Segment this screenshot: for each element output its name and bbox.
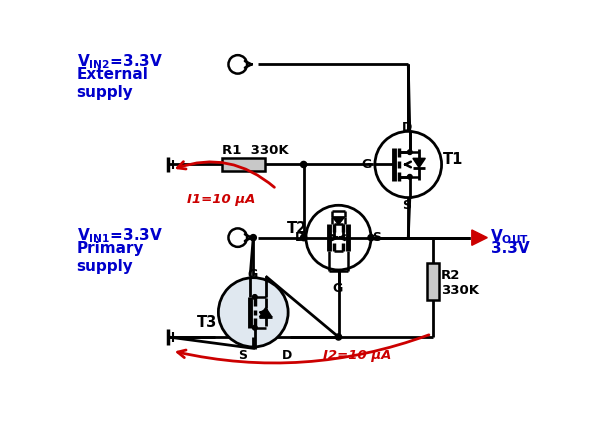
Text: $\mathbf{V_{IN2}}$=3.3V: $\mathbf{V_{IN2}}$=3.3V [77,52,163,71]
Text: D: D [295,232,305,245]
Text: I2=10 μA: I2=10 μA [323,349,391,362]
Text: $\mathbf{V_{IN1}}$=3.3V: $\mathbf{V_{IN1}}$=3.3V [77,226,163,245]
Text: G: G [247,269,257,281]
Circle shape [253,325,257,330]
FancyArrowPatch shape [178,335,429,363]
Text: G: G [332,282,343,295]
Circle shape [301,161,307,168]
Circle shape [335,334,341,340]
Text: R2
330K: R2 330K [441,269,479,297]
Text: $\mathbf{V_{OUT}}$: $\mathbf{V_{OUT}}$ [490,228,529,246]
Text: T3: T3 [197,315,217,330]
FancyArrowPatch shape [178,162,274,187]
Polygon shape [472,230,487,245]
Circle shape [368,234,374,241]
Circle shape [301,234,307,241]
Text: D: D [402,120,412,133]
Text: G: G [361,158,371,171]
Text: T2: T2 [287,221,308,236]
Circle shape [250,234,256,241]
Bar [427,263,439,300]
Polygon shape [413,158,425,168]
Circle shape [218,278,288,347]
Text: R1  330K: R1 330K [222,144,289,157]
Text: S: S [238,349,247,362]
Text: D: D [282,349,292,362]
Circle shape [407,150,412,155]
Circle shape [253,295,257,299]
Text: S: S [373,232,382,245]
Polygon shape [332,217,344,224]
Text: 3.3V: 3.3V [491,242,530,256]
Text: Primary
supply: Primary supply [77,242,144,274]
Circle shape [407,174,412,179]
Text: External
supply: External supply [77,67,148,100]
Text: S: S [402,199,411,212]
Text: T1: T1 [443,152,464,167]
Bar [222,158,265,171]
Text: I1=10 μA: I1=10 μA [187,193,256,206]
Polygon shape [259,308,272,317]
